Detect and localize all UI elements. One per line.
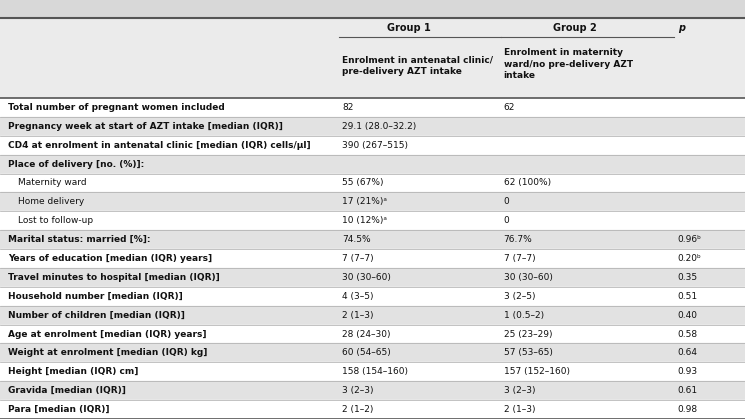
- Text: 0.35: 0.35: [677, 273, 697, 282]
- Text: Marital status: married [%]:: Marital status: married [%]:: [8, 235, 150, 244]
- Text: 0.64: 0.64: [677, 349, 697, 357]
- Bar: [0, 136, 745, 155]
- Bar: [0, 362, 745, 381]
- Bar: [0, 400, 745, 419]
- Text: 57 (53–65): 57 (53–65): [504, 349, 553, 357]
- Text: 158 (154–160): 158 (154–160): [342, 367, 408, 376]
- Text: 390 (267–515): 390 (267–515): [342, 141, 408, 150]
- Text: 7 (7–7): 7 (7–7): [342, 254, 373, 263]
- Text: 62: 62: [504, 103, 515, 112]
- Bar: [0, 268, 745, 287]
- Text: 0.98: 0.98: [677, 405, 697, 414]
- Text: 0.58: 0.58: [677, 329, 697, 339]
- Text: 7 (7–7): 7 (7–7): [504, 254, 535, 263]
- Text: 82: 82: [342, 103, 353, 112]
- Text: 74.5%: 74.5%: [342, 235, 370, 244]
- Text: Gravida [median (IQR)]: Gravida [median (IQR)]: [8, 386, 126, 395]
- Bar: [0, 155, 745, 173]
- Text: 28 (24–30): 28 (24–30): [342, 329, 390, 339]
- Text: 2 (1–3): 2 (1–3): [504, 405, 535, 414]
- Bar: [0, 230, 745, 249]
- Bar: [0, 18, 745, 98]
- Text: Total number of pregnant women included: Total number of pregnant women included: [8, 103, 225, 112]
- Text: 4 (3–5): 4 (3–5): [342, 292, 373, 301]
- Text: 17 (21%)ᵃ: 17 (21%)ᵃ: [342, 197, 387, 206]
- Text: Enrolment in antenatal clinic/
pre-delivery AZT intake: Enrolment in antenatal clinic/ pre-deliv…: [342, 56, 493, 76]
- Text: 10 (12%)ᵃ: 10 (12%)ᵃ: [342, 216, 387, 225]
- Text: Household number [median (IQR)]: Household number [median (IQR)]: [8, 292, 183, 301]
- Text: Pregnancy week at start of AZT intake [median (IQR)]: Pregnancy week at start of AZT intake [m…: [8, 122, 283, 131]
- Text: Place of delivery [no. (%)]:: Place of delivery [no. (%)]:: [8, 160, 145, 168]
- Text: Maternity ward: Maternity ward: [18, 178, 86, 187]
- Bar: [0, 249, 745, 268]
- Bar: [0, 0, 745, 18]
- Text: Travel minutes to hospital [median (IQR)]: Travel minutes to hospital [median (IQR)…: [8, 273, 220, 282]
- Text: 0.51: 0.51: [677, 292, 697, 301]
- Text: Group 1: Group 1: [387, 23, 431, 33]
- Text: Height [median (IQR) cm]: Height [median (IQR) cm]: [8, 367, 139, 376]
- Text: 0: 0: [504, 216, 510, 225]
- Text: Para [median (IQR)]: Para [median (IQR)]: [8, 405, 110, 414]
- Text: 3 (2–5): 3 (2–5): [504, 292, 535, 301]
- Text: 29.1 (28.0–32.2): 29.1 (28.0–32.2): [342, 122, 416, 131]
- Bar: [0, 381, 745, 400]
- Text: 55 (67%): 55 (67%): [342, 178, 384, 187]
- Text: 3 (2–3): 3 (2–3): [504, 386, 535, 395]
- Text: 0.61: 0.61: [677, 386, 697, 395]
- Bar: [0, 211, 745, 230]
- Text: CD4 at enrolment in antenatal clinic [median (IQR) cells/µl]: CD4 at enrolment in antenatal clinic [me…: [8, 141, 311, 150]
- Text: Years of education [median (IQR) years]: Years of education [median (IQR) years]: [8, 254, 212, 263]
- Text: 30 (30–60): 30 (30–60): [504, 273, 553, 282]
- Text: 2 (1–2): 2 (1–2): [342, 405, 373, 414]
- Bar: [0, 325, 745, 344]
- Text: 0.93: 0.93: [677, 367, 697, 376]
- Bar: [0, 173, 745, 192]
- Text: Home delivery: Home delivery: [18, 197, 84, 206]
- Bar: [0, 344, 745, 362]
- Text: 2 (1–3): 2 (1–3): [342, 310, 373, 320]
- Text: 3 (2–3): 3 (2–3): [342, 386, 373, 395]
- Bar: [0, 117, 745, 136]
- Bar: [0, 287, 745, 306]
- Text: 30 (30–60): 30 (30–60): [342, 273, 391, 282]
- Text: 25 (23–29): 25 (23–29): [504, 329, 552, 339]
- Bar: [0, 192, 745, 211]
- Text: 76.7%: 76.7%: [504, 235, 533, 244]
- Text: 62 (100%): 62 (100%): [504, 178, 551, 187]
- Text: Age at enrolment [median (IQR) years]: Age at enrolment [median (IQR) years]: [8, 329, 206, 339]
- Text: 0.40: 0.40: [677, 310, 697, 320]
- Bar: [0, 306, 745, 325]
- Text: Lost to follow-up: Lost to follow-up: [18, 216, 93, 225]
- Text: Number of children [median (IQR)]: Number of children [median (IQR)]: [8, 310, 185, 320]
- Text: Group 2: Group 2: [553, 23, 597, 33]
- Text: 1 (0.5–2): 1 (0.5–2): [504, 310, 544, 320]
- Bar: [0, 98, 745, 117]
- Text: 0.20ᵇ: 0.20ᵇ: [677, 254, 701, 263]
- Text: Enrolment in maternity
ward/no pre-delivery AZT
intake: Enrolment in maternity ward/no pre-deliv…: [504, 48, 633, 80]
- Text: Weight at enrolment [median (IQR) kg]: Weight at enrolment [median (IQR) kg]: [8, 349, 207, 357]
- Text: 157 (152–160): 157 (152–160): [504, 367, 570, 376]
- Text: p: p: [678, 23, 685, 33]
- Text: 0.96ᵇ: 0.96ᵇ: [677, 235, 701, 244]
- Text: 0: 0: [504, 197, 510, 206]
- Text: 60 (54–65): 60 (54–65): [342, 349, 390, 357]
